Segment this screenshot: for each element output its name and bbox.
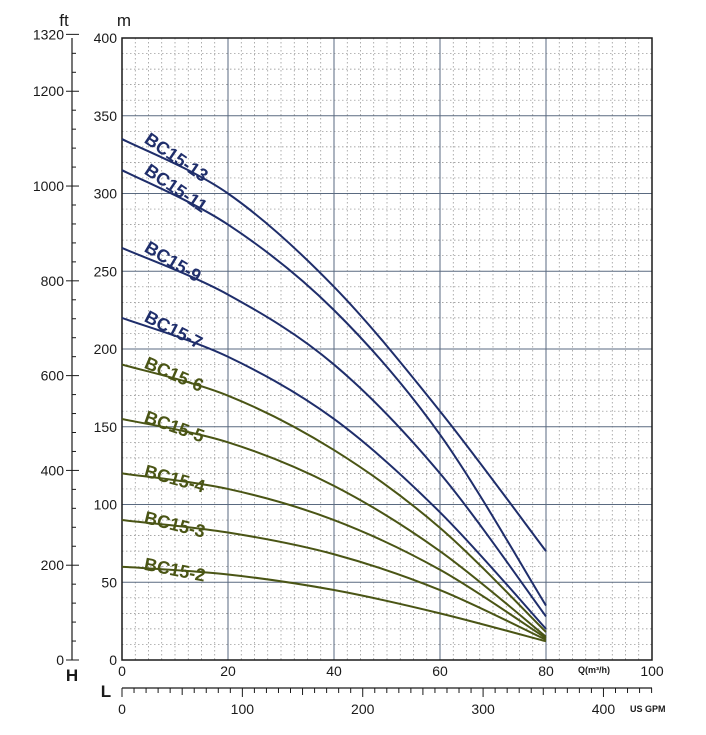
l-axis-letter: L bbox=[101, 682, 111, 701]
curve-bc15-6 bbox=[121, 363, 547, 633]
y-tick-label-m: 250 bbox=[94, 263, 118, 279]
x-tick-label-m3h: 20 bbox=[220, 663, 236, 679]
axes: 0501001502002503003504000200400600800100… bbox=[33, 26, 664, 717]
y-tick-label-ft: 0 bbox=[56, 652, 64, 668]
curve-bc15-5 bbox=[121, 417, 547, 638]
curve-label-bc15-3: BC15-3 bbox=[142, 508, 207, 542]
y-tick-label-ft: 1000 bbox=[33, 178, 64, 194]
y-tick-label-m: 200 bbox=[94, 341, 118, 357]
y-tick-label-m: 400 bbox=[94, 30, 118, 46]
y-tick-label-ft: 800 bbox=[41, 273, 65, 289]
y-tick-label-m: 350 bbox=[94, 108, 118, 124]
x-tick-label-gpm: 0 bbox=[118, 701, 126, 717]
curve-bc15-7 bbox=[121, 316, 547, 630]
curve-bc15-11 bbox=[121, 169, 547, 607]
y-tick-label-ft: 400 bbox=[41, 462, 65, 478]
y-tick-label-ft: 1200 bbox=[33, 83, 64, 99]
h-axis-letter: H bbox=[66, 666, 78, 685]
curve-bc15-2 bbox=[121, 565, 547, 643]
y-tick-label-ft: 600 bbox=[41, 368, 65, 384]
curve-bc15-13 bbox=[121, 138, 547, 552]
y-tick-label-m: 150 bbox=[94, 419, 118, 435]
y-tick-label-ft: 200 bbox=[41, 557, 65, 573]
y-tick-label-ft: 1320 bbox=[33, 26, 64, 42]
x-tick-label-gpm: 400 bbox=[592, 701, 616, 717]
x-tick-label-gpm: 300 bbox=[471, 701, 495, 717]
x-tick-label-m3h: 60 bbox=[432, 663, 448, 679]
gpm-unit-label: US GPM bbox=[630, 704, 666, 714]
x-tick-label-gpm: 200 bbox=[351, 701, 375, 717]
m-unit-label: m bbox=[117, 11, 131, 30]
y-tick-label-m: 100 bbox=[94, 497, 118, 513]
x-tick-label-m3h: 80 bbox=[538, 663, 554, 679]
curve-bc15-3 bbox=[121, 519, 547, 641]
curve-bc15-4 bbox=[121, 472, 547, 640]
curve-label-bc15-9: BC15-9 bbox=[141, 237, 205, 286]
x-tick-label-m3h: 0 bbox=[118, 663, 126, 679]
curve-label-bc15-6: BC15-6 bbox=[142, 353, 207, 396]
curves bbox=[121, 138, 547, 643]
plot-frame bbox=[121, 37, 653, 661]
grid bbox=[121, 37, 653, 661]
x-tick-label-gpm: 100 bbox=[231, 701, 255, 717]
curve-label-bc15-7: BC15-7 bbox=[141, 307, 205, 353]
curve-label-bc15-2: BC15-2 bbox=[142, 554, 207, 586]
ft-unit-label: ft bbox=[59, 11, 69, 30]
y-tick-label-m: 50 bbox=[101, 574, 117, 590]
x-tick-label-m3h: 100 bbox=[640, 663, 664, 679]
curve-bc15-9 bbox=[121, 247, 547, 618]
flow-unit-label: Q(m³/h) bbox=[578, 665, 610, 675]
x-tick-label-m3h: 40 bbox=[326, 663, 342, 679]
y-tick-label-m: 300 bbox=[94, 186, 118, 202]
curve-labels: BC15-13BC15-11BC15-9BC15-7BC15-6BC15-5BC… bbox=[141, 129, 212, 586]
curve-label-bc15-5: BC15-5 bbox=[142, 407, 207, 446]
y-tick-label-m: 0 bbox=[109, 652, 117, 668]
